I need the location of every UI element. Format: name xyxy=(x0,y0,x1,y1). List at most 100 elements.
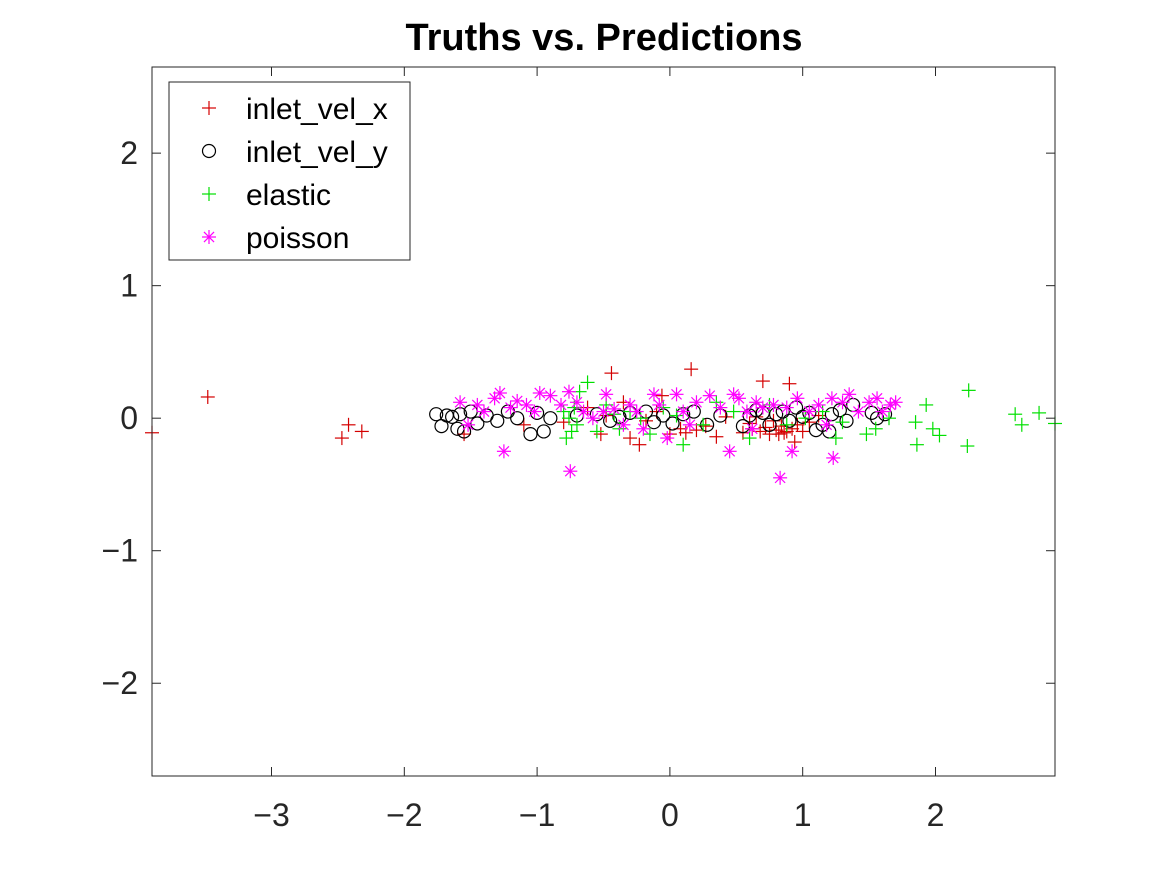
data-point-inlet-vel-y xyxy=(523,426,538,442)
data-point-poisson xyxy=(689,395,704,410)
data-point-inlet-vel-x xyxy=(771,427,786,442)
data-point-elastic xyxy=(882,411,897,426)
data-point-poisson xyxy=(745,421,760,436)
data-point-elastic xyxy=(779,417,794,432)
data-point-poisson xyxy=(785,444,800,459)
data-point-poisson xyxy=(766,397,781,412)
data-point-inlet-vel-y xyxy=(839,413,854,428)
legend-label: inlet_vel_x xyxy=(246,93,388,126)
data-point-poisson xyxy=(790,391,805,406)
data-point-inlet-vel-x xyxy=(593,427,608,442)
data-point-elastic xyxy=(868,421,883,436)
data-point-elastic xyxy=(726,404,741,419)
data-point-poisson xyxy=(585,411,600,426)
data-point-poisson xyxy=(870,391,885,406)
data-point-inlet-vel-x xyxy=(785,421,800,436)
data-point-inlet-vel-y xyxy=(536,424,551,439)
data-point-inlet-vel-x xyxy=(654,388,669,403)
data-point-elastic xyxy=(1032,405,1047,420)
data-point-poisson xyxy=(888,395,903,410)
data-point-inlet-vel-x xyxy=(354,424,369,439)
data-point-poisson xyxy=(739,404,754,419)
data-point-poisson xyxy=(811,397,826,412)
data-point-elastic xyxy=(742,431,757,446)
y-tick-label: −2 xyxy=(102,665,138,701)
data-point-elastic xyxy=(835,415,850,430)
data-point-inlet-vel-x xyxy=(689,423,704,438)
data-point-poisson xyxy=(702,388,717,403)
data-point-poisson xyxy=(883,397,898,412)
data-point-elastic xyxy=(859,427,874,442)
data-points xyxy=(145,362,1062,485)
data-point-poisson xyxy=(722,444,737,459)
data-point-poisson xyxy=(731,391,746,406)
legend-label: inlet_vel_y xyxy=(246,136,388,169)
data-point-elastic xyxy=(580,375,595,390)
data-point-poisson xyxy=(835,395,850,410)
data-point-inlet-vel-x xyxy=(684,362,699,377)
data-point-elastic xyxy=(1008,407,1023,422)
data-point-poisson xyxy=(826,450,841,465)
data-point-poisson xyxy=(755,400,770,415)
data-point-inlet-vel-y xyxy=(470,416,485,431)
data-point-inlet-vel-x xyxy=(787,435,802,450)
data-point-elastic xyxy=(1014,417,1029,432)
data-point-inlet-vel-y xyxy=(429,407,444,422)
data-point-poisson xyxy=(819,417,834,432)
x-tick-label: 2 xyxy=(927,797,945,833)
data-point-elastic xyxy=(815,404,830,419)
data-point-elastic xyxy=(909,437,924,452)
data-point-elastic xyxy=(559,431,574,446)
data-point-elastic xyxy=(828,431,843,446)
data-point-elastic xyxy=(656,400,671,415)
data-point-inlet-vel-x xyxy=(758,420,773,435)
legend-marker-elastic xyxy=(202,187,216,201)
data-point-poisson xyxy=(726,387,741,402)
data-point-inlet-vel-x xyxy=(632,437,647,452)
data-point-poisson xyxy=(599,387,614,402)
data-point-poisson xyxy=(569,395,584,410)
data-point-poisson xyxy=(554,397,569,412)
data-point-poisson xyxy=(652,397,667,412)
data-point-inlet-vel-y xyxy=(824,407,840,422)
data-point-elastic xyxy=(932,428,947,443)
data-point-inlet-vel-y xyxy=(510,411,525,426)
data-point-poisson xyxy=(527,404,542,419)
legend-marker-poisson xyxy=(202,230,216,244)
data-point-poisson xyxy=(561,384,576,399)
data-point-poisson xyxy=(851,404,866,419)
data-point-inlet-vel-x xyxy=(782,376,797,391)
data-point-elastic xyxy=(633,411,648,426)
data-point-inlet-vel-x xyxy=(604,366,619,381)
data-point-poisson xyxy=(749,395,764,410)
legend-label: elastic xyxy=(246,179,331,212)
data-point-elastic xyxy=(669,408,684,423)
y-tick-label: 2 xyxy=(120,135,138,171)
data-point-poisson xyxy=(802,404,817,419)
data-point-elastic xyxy=(696,417,711,432)
data-point-inlet-vel-y xyxy=(877,407,893,422)
x-tick-label: 1 xyxy=(794,797,812,833)
data-point-inlet-vel-x xyxy=(777,425,792,440)
legend-label: poisson xyxy=(246,222,349,255)
data-point-elastic xyxy=(960,439,975,454)
data-point-elastic xyxy=(676,437,691,452)
data-point-poisson xyxy=(669,387,684,402)
data-point-inlet-vel-y xyxy=(775,404,790,419)
data-point-elastic xyxy=(564,424,579,439)
data-point-inlet-vel-y xyxy=(762,417,777,432)
data-point-poisson xyxy=(476,404,491,419)
data-point-inlet-vel-y xyxy=(543,411,558,426)
data-point-elastic xyxy=(589,424,604,439)
axes-box xyxy=(151,66,1056,777)
legend-marker-inlet-vel-y xyxy=(201,143,217,159)
data-point-poisson xyxy=(660,431,675,446)
data-point-inlet-vel-x xyxy=(341,417,356,432)
data-point-inlet-vel-x xyxy=(709,429,724,444)
data-point-poisson xyxy=(779,400,794,415)
data-point-inlet-vel-x xyxy=(200,389,215,404)
data-point-inlet-vel-x xyxy=(755,374,770,389)
data-point-elastic xyxy=(908,415,923,430)
x-tick-label: −3 xyxy=(253,797,289,833)
